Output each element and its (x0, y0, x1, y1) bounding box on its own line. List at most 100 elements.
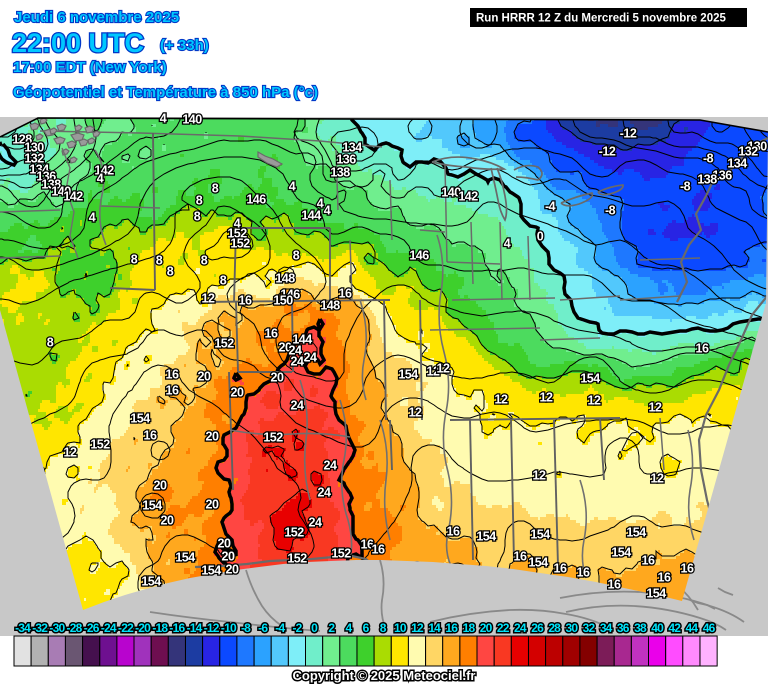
svg-text:8: 8 (47, 336, 54, 350)
svg-text:20: 20 (154, 479, 167, 493)
svg-text:(+ 33h): (+ 33h) (160, 37, 209, 54)
svg-text:154: 154 (646, 587, 666, 601)
svg-text:16: 16 (445, 621, 458, 635)
svg-text:8: 8 (380, 621, 387, 635)
svg-text:18: 18 (463, 621, 476, 635)
svg-text:154: 154 (611, 546, 631, 560)
svg-text:16: 16 (166, 368, 179, 382)
svg-text:20: 20 (198, 370, 211, 384)
svg-text:146: 146 (280, 288, 300, 302)
svg-text:44: 44 (686, 621, 699, 635)
svg-text:-22: -22 (118, 621, 134, 635)
svg-text:138: 138 (697, 173, 717, 187)
svg-text:12: 12 (540, 391, 553, 405)
svg-text:-8: -8 (680, 180, 691, 194)
svg-text:12: 12 (651, 472, 664, 486)
svg-text:130: 130 (747, 140, 767, 154)
svg-text:152: 152 (287, 552, 307, 566)
svg-text:152: 152 (263, 431, 283, 445)
svg-text:24: 24 (304, 351, 317, 365)
svg-text:20: 20 (226, 563, 239, 577)
svg-text:12: 12 (649, 401, 662, 415)
svg-text:134: 134 (342, 141, 362, 155)
svg-text:2: 2 (328, 621, 335, 635)
svg-text:4: 4 (317, 197, 324, 211)
svg-text:154: 154 (580, 372, 600, 386)
svg-text:148: 148 (320, 299, 340, 313)
svg-text:-14: -14 (187, 621, 203, 635)
svg-text:28: 28 (548, 621, 561, 635)
svg-text:20: 20 (161, 514, 174, 528)
svg-text:16: 16 (447, 525, 460, 539)
svg-text:-20: -20 (135, 621, 151, 635)
svg-text:46: 46 (703, 621, 716, 635)
svg-text:12: 12 (64, 446, 77, 460)
svg-text:42: 42 (668, 621, 681, 635)
svg-text:Jeudi 6 novembre 2025: Jeudi 6 novembre 2025 (14, 9, 179, 26)
svg-text:-24: -24 (101, 621, 117, 635)
svg-text:20: 20 (206, 430, 219, 444)
svg-text:152: 152 (284, 526, 304, 540)
svg-text:8: 8 (131, 253, 138, 267)
svg-text:132: 132 (24, 152, 44, 166)
svg-text:138: 138 (41, 178, 61, 192)
svg-text:140: 140 (182, 113, 202, 127)
svg-text:4: 4 (504, 237, 511, 251)
svg-text:20: 20 (480, 621, 493, 635)
svg-text:16: 16 (339, 287, 352, 301)
svg-text:24: 24 (324, 459, 337, 473)
svg-text:8: 8 (196, 194, 203, 208)
svg-text:12: 12 (427, 365, 440, 379)
svg-text:24: 24 (291, 399, 304, 413)
svg-text:22: 22 (497, 621, 510, 635)
svg-text:-4: -4 (275, 621, 285, 635)
svg-text:14: 14 (428, 621, 441, 635)
svg-text:152: 152 (227, 227, 247, 241)
svg-text:Run HRRR 12 Z du Mercredi 5 no: Run HRRR 12 Z du Mercredi 5 novembre 202… (476, 13, 726, 25)
svg-text:152: 152 (230, 237, 250, 251)
svg-text:-30: -30 (49, 621, 65, 635)
svg-text:20: 20 (271, 371, 284, 385)
svg-text:152: 152 (90, 438, 110, 452)
svg-text:144: 144 (301, 209, 321, 223)
svg-text:16: 16 (642, 554, 655, 568)
svg-text:Géopotentiel et Température à: Géopotentiel et Température à 850 hPa (°… (13, 84, 318, 101)
svg-text:26: 26 (531, 621, 544, 635)
svg-text:16: 16 (144, 429, 157, 443)
svg-text:24: 24 (318, 486, 331, 500)
svg-text:24: 24 (309, 516, 322, 530)
svg-text:-8: -8 (605, 204, 616, 218)
svg-text:-12: -12 (204, 621, 220, 635)
svg-text:16: 16 (608, 578, 621, 592)
svg-text:130: 130 (24, 141, 44, 155)
svg-text:138: 138 (330, 166, 350, 180)
svg-text:20: 20 (279, 341, 292, 355)
svg-text:142: 142 (458, 190, 478, 204)
svg-text:140: 140 (51, 185, 71, 199)
svg-text:154: 154 (398, 368, 418, 382)
svg-text:20: 20 (206, 498, 219, 512)
svg-text:Copyright © 2025 Meteociel.fr: Copyright © 2025 Meteociel.fr (293, 668, 476, 683)
svg-text:22:00 UTC: 22:00 UTC (12, 28, 144, 58)
svg-text:154: 154 (130, 412, 150, 426)
svg-text:4: 4 (324, 204, 331, 218)
svg-text:4: 4 (345, 621, 352, 635)
svg-text:4: 4 (97, 172, 104, 186)
svg-text:40: 40 (651, 621, 664, 635)
svg-text:4: 4 (289, 180, 296, 194)
svg-text:12: 12 (533, 469, 546, 483)
svg-text:-8: -8 (703, 152, 714, 166)
svg-text:12: 12 (588, 394, 601, 408)
svg-text:154: 154 (530, 528, 550, 542)
svg-text:16: 16 (658, 571, 671, 585)
svg-text:132: 132 (738, 145, 758, 159)
svg-text:146: 146 (246, 193, 266, 207)
svg-text:-28: -28 (67, 621, 83, 635)
svg-text:16: 16 (514, 550, 527, 564)
svg-text:16: 16 (166, 384, 179, 398)
svg-text:8: 8 (212, 182, 219, 196)
svg-text:8: 8 (220, 274, 227, 288)
svg-text:154: 154 (141, 575, 161, 589)
svg-text:17:00 EDT (New York): 17:00 EDT (New York) (13, 59, 167, 76)
svg-text:8: 8 (167, 265, 174, 279)
